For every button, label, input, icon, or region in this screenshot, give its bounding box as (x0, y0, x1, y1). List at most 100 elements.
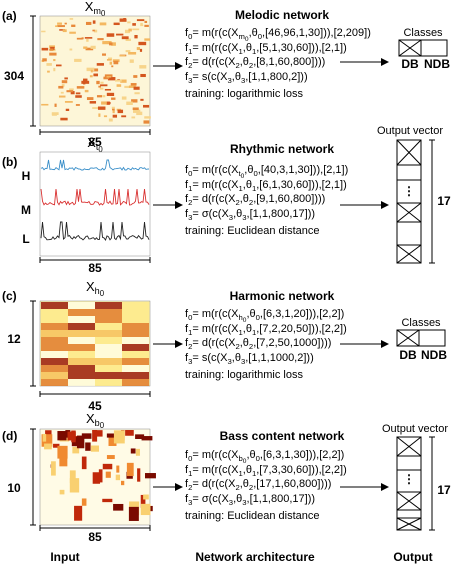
text-part: training: logarithmic loss (185, 88, 303, 100)
image-texture (95, 316, 122, 323)
output-title: Output vector (382, 423, 448, 435)
image-texture (98, 469, 103, 483)
image-texture (106, 33, 115, 37)
image-texture (53, 443, 60, 448)
text-part: f (185, 42, 189, 54)
formula: f3= σ(c(X3,θ3,[1,1,800,17])) (185, 493, 315, 507)
image-texture (60, 91, 64, 94)
text-part: ,θ (249, 27, 258, 39)
output-cell (420, 39, 448, 57)
output-cell (396, 509, 422, 519)
image-texture (41, 365, 68, 372)
image-texture (113, 503, 124, 511)
text-part: 1 (252, 184, 256, 193)
image-texture (86, 38, 89, 42)
text-part: = d(r(c(X (192, 478, 236, 490)
panel-label: (c) (2, 289, 17, 303)
image-texture (134, 34, 138, 39)
image-texture (95, 379, 122, 386)
text-part: ,θ (233, 208, 242, 220)
text-part: 0 (100, 289, 105, 298)
text-part: h (238, 313, 242, 322)
image-texture (102, 463, 113, 470)
image-texture (41, 316, 68, 323)
image-texture (132, 28, 140, 31)
image-texture (49, 52, 57, 56)
text-part: 0 (188, 313, 192, 322)
formula: training: logarithmic loss (185, 88, 303, 100)
image-texture (55, 25, 58, 28)
image-texture (95, 337, 122, 344)
image-texture (93, 73, 99, 77)
image-texture (86, 97, 94, 101)
image-texture (53, 59, 56, 62)
text-part: f (185, 179, 189, 191)
text-part: 0 (188, 32, 192, 41)
image-texture (49, 48, 54, 51)
text-part: ,θ (232, 352, 241, 364)
image-texture (68, 330, 95, 337)
image-texture (143, 494, 149, 500)
text-part: 0 (256, 313, 260, 322)
image-texture (76, 435, 85, 449)
text-part: = m(r(c(X (192, 27, 239, 39)
output-cell (418, 329, 446, 347)
text-part: f (185, 164, 189, 176)
text-part: ,[6,3,1,20])),[2,2]) (260, 308, 344, 320)
image-texture (76, 37, 83, 40)
text-part: f (185, 449, 189, 461)
text-part: ,θ (232, 71, 241, 83)
text-part: f (185, 56, 189, 68)
text-part: training: Euclidean distance (185, 510, 320, 522)
text-part: ,[8,1,60,800]))) (253, 56, 325, 68)
text-part: ,[6,3,1,30])),[2,2]) (260, 449, 344, 461)
text-part: ,[1,1,800,17])) (247, 208, 316, 220)
image-texture (144, 24, 149, 27)
image-texture (138, 41, 147, 46)
class-label: DB (401, 57, 419, 71)
image-texture (101, 101, 107, 105)
image-texture (102, 95, 106, 98)
text-part: = s(c(X (192, 71, 228, 83)
image-texture (41, 330, 68, 337)
text-part: 3 (229, 213, 233, 222)
text-part: = m(r(c(X (192, 164, 239, 176)
text-part: b (95, 418, 100, 428)
text-part: 0 (253, 169, 257, 178)
image-texture (86, 67, 95, 72)
text-part: = m(r(c(X (192, 308, 239, 320)
image-texture (112, 114, 118, 118)
image-texture (124, 85, 130, 89)
image-texture (128, 506, 139, 521)
image-texture (69, 478, 80, 493)
image-texture (68, 316, 95, 323)
image-texture (122, 323, 149, 330)
class-label: DB (399, 348, 417, 362)
image-texture (98, 85, 101, 88)
output-cell (396, 455, 422, 471)
image-texture (41, 323, 68, 330)
image-texture (112, 108, 115, 111)
width-label: 85 (88, 135, 102, 149)
image-texture (62, 29, 67, 33)
image-texture (108, 118, 113, 122)
text-part: m (238, 32, 244, 41)
text-part: 2 (249, 198, 253, 207)
image-texture (124, 29, 131, 34)
image-texture (128, 28, 132, 32)
image-texture (85, 21, 92, 25)
text-part: = d(r(c(X (192, 193, 236, 205)
text-part: b (238, 454, 242, 463)
image-texture (113, 22, 120, 26)
image-texture (130, 83, 137, 86)
image-texture (95, 358, 122, 365)
network-title: Melodic network (235, 8, 329, 22)
image-texture (81, 433, 92, 439)
formula: f3= s(c(X3,θ3,[1,1,1000,2])) (185, 352, 314, 366)
image-texture (40, 159, 150, 171)
text-part: 2 (235, 483, 239, 492)
ellipsis: ⋮ (403, 472, 415, 486)
row-label: L (22, 232, 29, 246)
image-texture (122, 358, 149, 365)
image-texture (106, 76, 112, 78)
